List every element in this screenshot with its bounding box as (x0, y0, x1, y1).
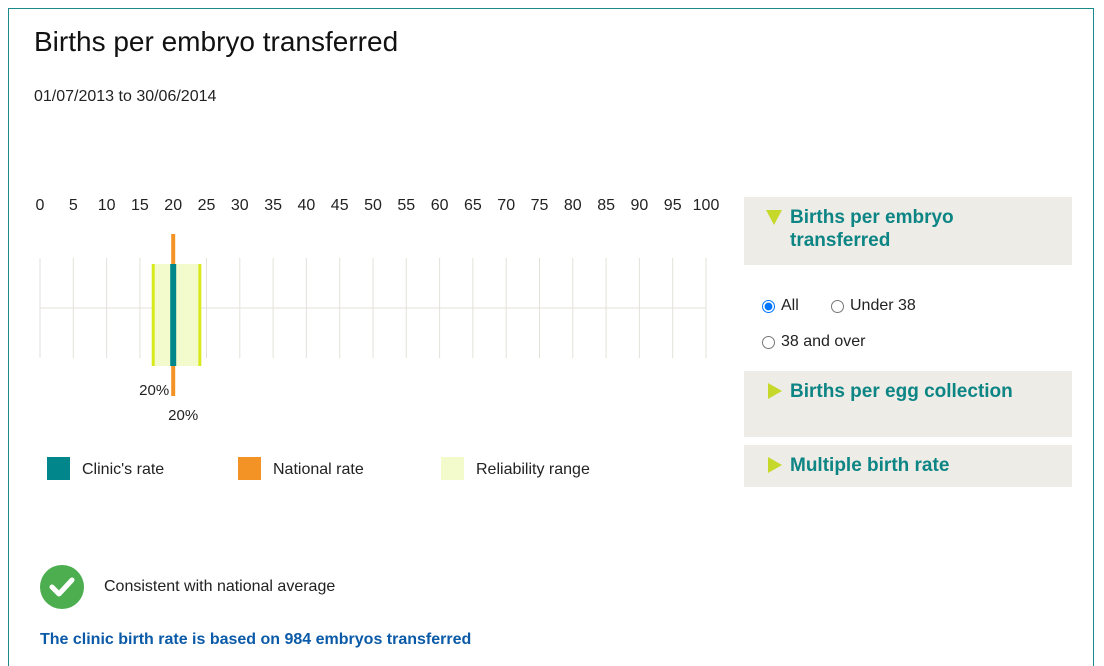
clinic-rate-label: 20% (139, 382, 169, 399)
legend-label: Reliability range (476, 461, 590, 478)
x-tick-label: 30 (231, 197, 249, 214)
x-tick-label: 75 (531, 197, 549, 214)
page-title: Births per embryo transferred (34, 26, 399, 57)
x-tick-label: 55 (397, 197, 415, 214)
legend-swatch (47, 457, 70, 480)
reliability-range (153, 264, 200, 366)
radio-option[interactable]: All (762, 297, 799, 315)
status-text: Consistent with national average (104, 578, 336, 595)
legend-swatch (441, 457, 464, 480)
legend-label: National rate (273, 461, 364, 478)
x-tick-label: 35 (264, 197, 282, 214)
x-tick-label: 70 (497, 197, 515, 214)
accordion-section[interactable]: Births per embryo transferred (744, 197, 1072, 265)
x-tick-label: 45 (331, 197, 349, 214)
x-tick-label: 90 (631, 197, 649, 214)
radio-label: 38 and over (781, 333, 866, 350)
x-tick-label: 95 (664, 197, 682, 214)
legend-label: Clinic's rate (82, 461, 164, 478)
accordion-section[interactable]: Multiple birth rate (744, 445, 1072, 487)
date-range: 01/07/2013 to 30/06/2014 (34, 88, 217, 105)
x-tick-label: 20 (164, 197, 182, 214)
toggle-icon (766, 210, 782, 225)
x-tick-label: 50 (364, 197, 382, 214)
x-tick-label: 100 (693, 197, 720, 214)
x-tick-label: 5 (69, 197, 78, 214)
section-title[interactable]: Births per egg collection (790, 381, 1013, 402)
frame (8, 8, 1094, 666)
section-title[interactable]: Births per embryo transferred (790, 207, 954, 251)
radio-label: Under 38 (850, 297, 916, 314)
x-tick-label: 85 (597, 197, 615, 214)
x-tick-label: 40 (298, 197, 316, 214)
accordion-section[interactable]: Births per egg collection (744, 371, 1072, 437)
radio-label: All (781, 297, 799, 314)
national-rate-label: 20% (168, 407, 198, 424)
radio-option[interactable]: Under 38 (831, 297, 916, 315)
x-tick-label: 25 (198, 197, 216, 214)
section-title[interactable]: Multiple birth rate (790, 455, 950, 476)
toggle-icon (768, 457, 782, 473)
chart: 0 5 10 15 20 25 30 35 40 45 50 55 60 65 70 75 80 85 90 95 10… (36, 197, 720, 480)
legend-swatch (238, 457, 261, 480)
x-tick-label: 65 (464, 197, 482, 214)
radio-option[interactable]: 38 and over (762, 333, 866, 351)
radio[interactable] (762, 335, 775, 349)
radio[interactable] (762, 299, 775, 313)
x-tick-label: 15 (131, 197, 149, 214)
x-tick-label: 0 (36, 197, 45, 214)
toggle-icon (768, 383, 782, 399)
radio[interactable] (831, 299, 844, 313)
note-text: The clinic birth rate is based on 984 em… (40, 631, 472, 648)
clinic-rate (170, 264, 177, 366)
x-tick-label: 60 (431, 197, 449, 214)
x-tick-label: 80 (564, 197, 582, 214)
x-tick-label: 10 (98, 197, 116, 214)
check-icon (40, 565, 84, 609)
